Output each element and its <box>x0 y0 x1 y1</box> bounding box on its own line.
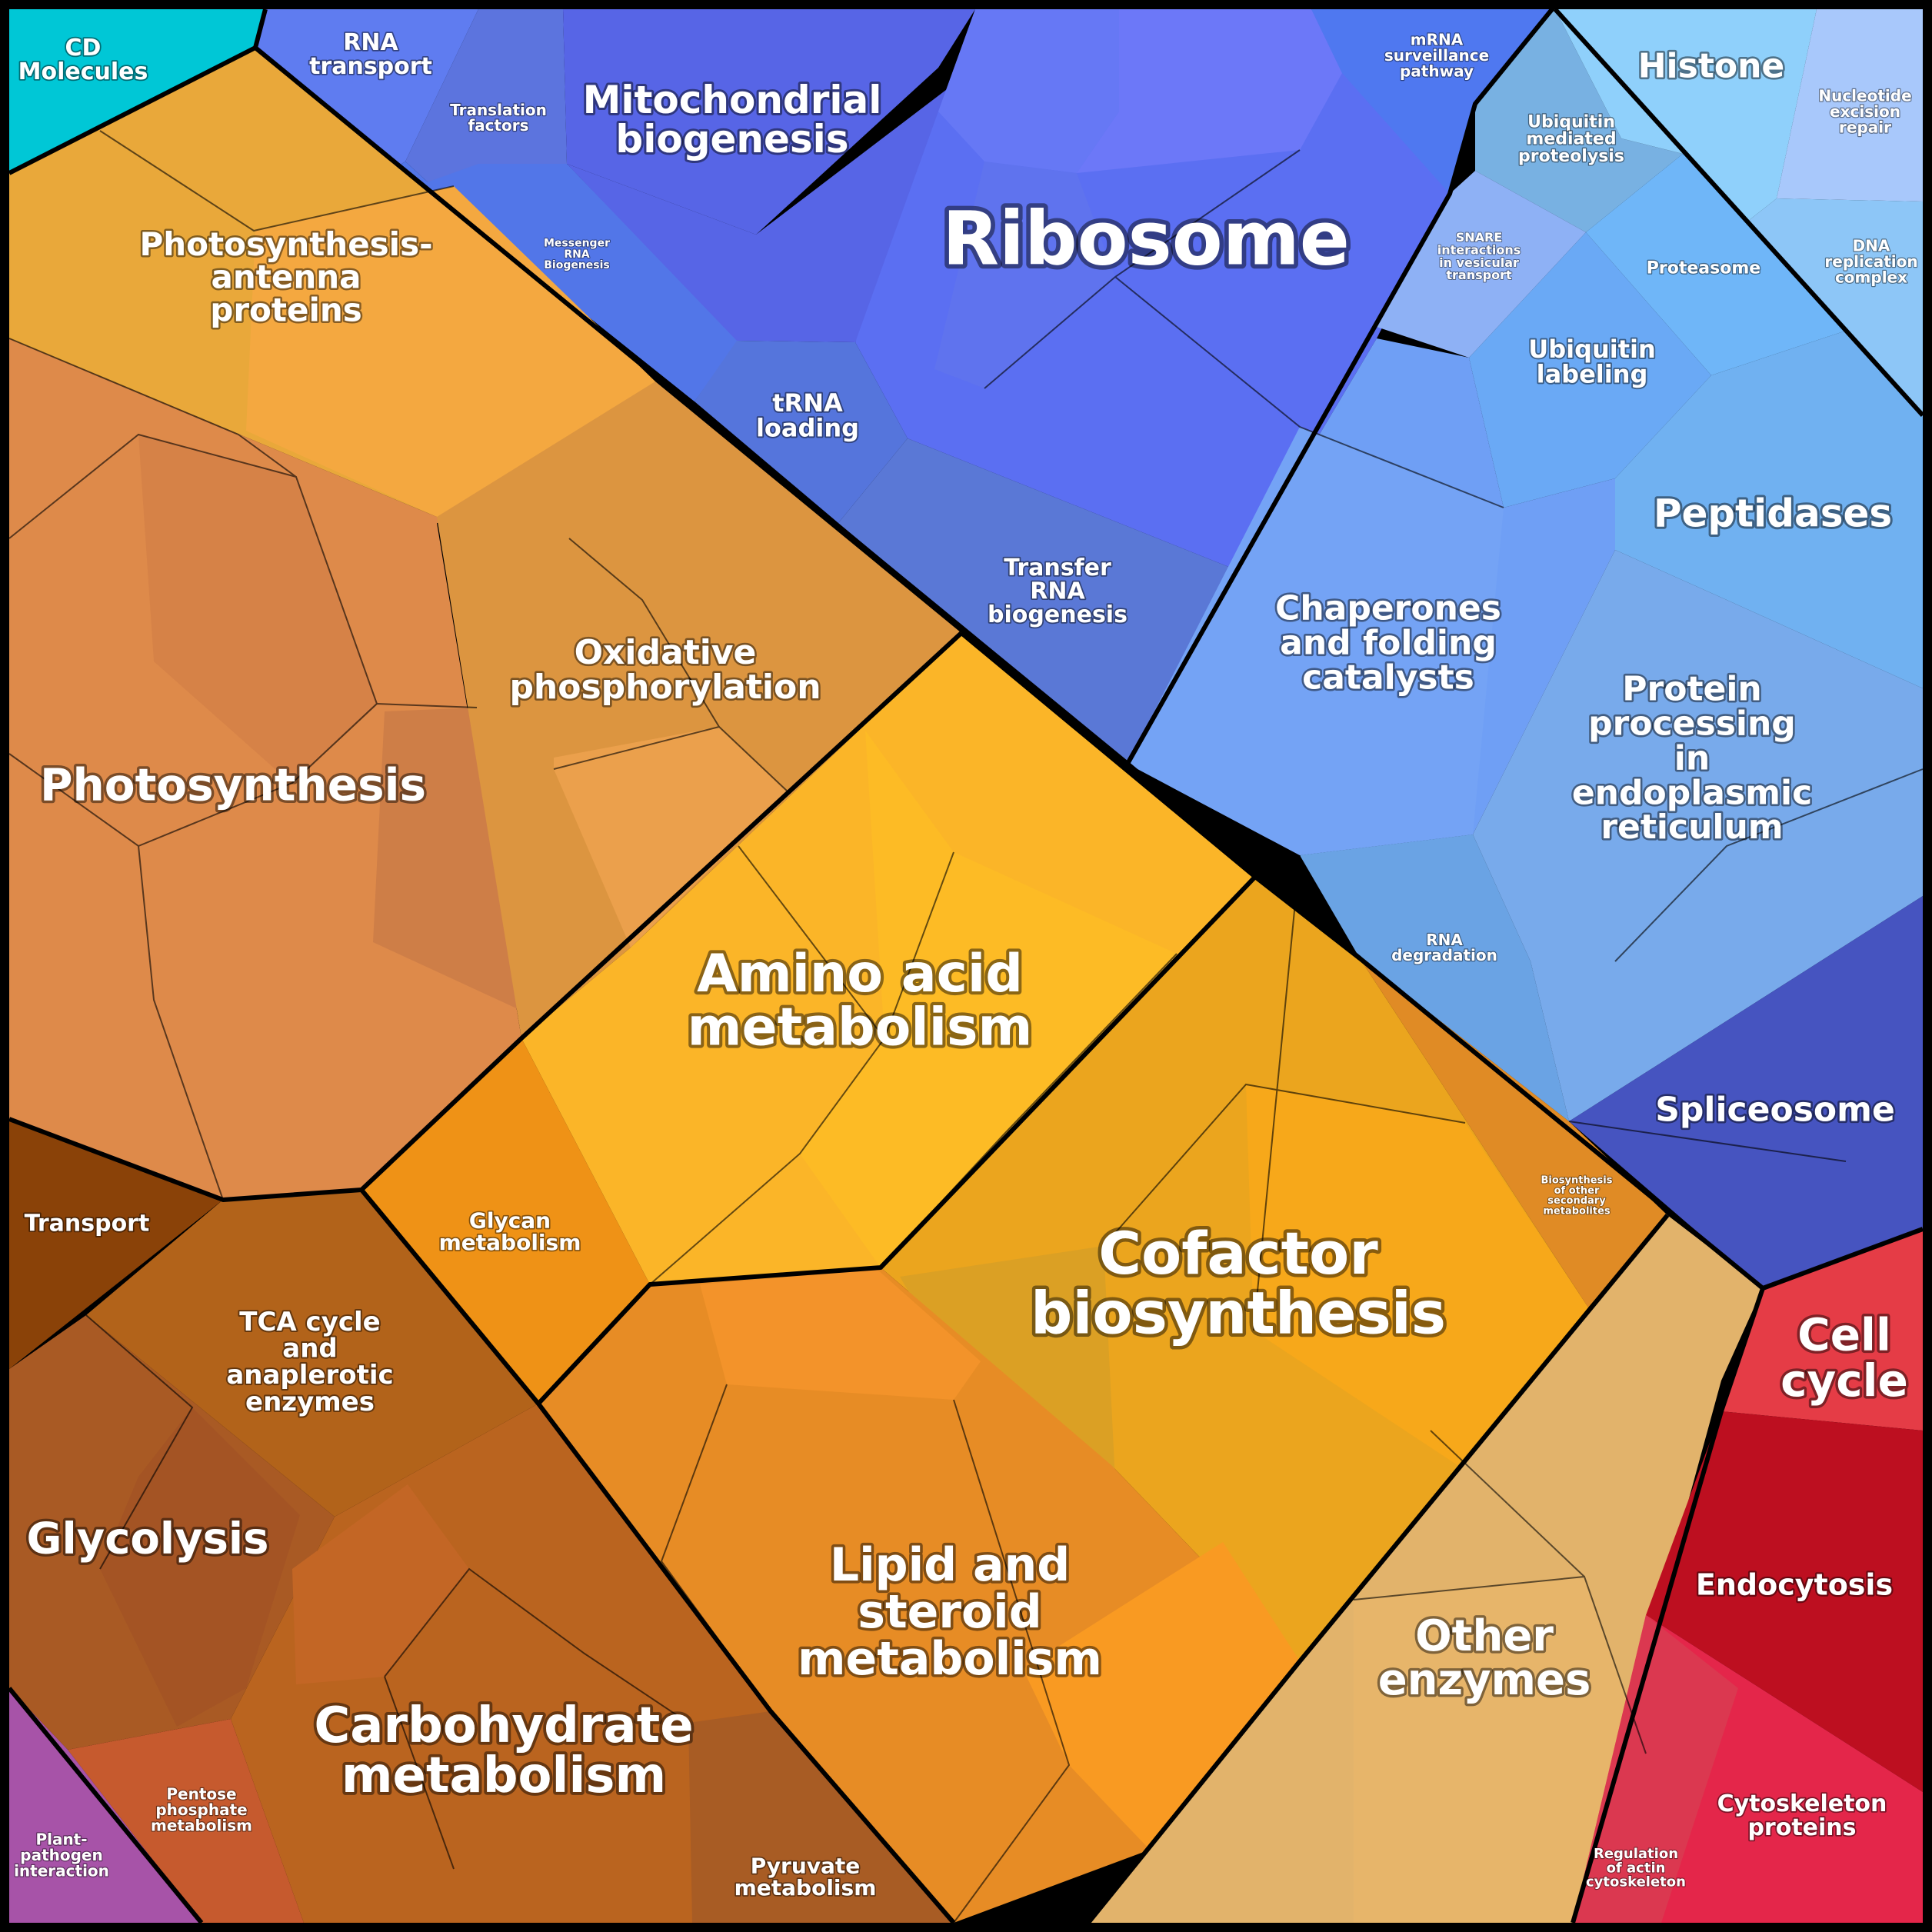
label-trna-loading: tRNA loading <box>756 388 859 443</box>
cell-endocytosis <box>1646 1411 1923 1792</box>
label-cd-molecules: CD Molecules <box>18 35 148 85</box>
cell-er-processing <box>1473 550 1923 1121</box>
label-carbohydrate: Carbohydrate metabolism <box>314 1697 693 1804</box>
cell-ribosome-c <box>1077 9 1342 173</box>
label-ubiquitin-labeling: Ubiquitin labeling <box>1528 335 1656 389</box>
cell-pyruvate <box>688 1711 954 1923</box>
cell-mrna-surveillance <box>1311 9 1552 194</box>
label-plant-pathogen: Plant-pathogen interaction <box>14 1830 109 1880</box>
cell-chaperones-b <box>1128 427 1504 855</box>
label-secondary-metabolites: Biosynthesis of other secondary metabolites <box>1541 1175 1613 1217</box>
label-messenger-rna: Messenger RNA Biogenesis <box>544 238 610 272</box>
cell-labels: Ribosome Mitochondrial biogenesis RNA transp… <box>13 28 1919 1901</box>
label-mito: Mitochondrial biogenesis <box>583 78 882 162</box>
label-rna-degradation: RNA degradation <box>1391 931 1497 964</box>
label-photosynthesis: Photosynthesis <box>40 758 426 811</box>
label-endocytosis: Endocytosis <box>1696 1567 1893 1601</box>
cell-cd-molecules <box>9 9 265 173</box>
cell-ribosome-b <box>938 9 1119 173</box>
cell-ubiquitin-labeling <box>1469 232 1711 508</box>
label-cytoskeleton: Cytoskeleton proteins <box>1717 1790 1887 1841</box>
label-snare: SNARE interactions in vesicular transport <box>1437 230 1521 282</box>
label-histone: Histone <box>1638 46 1785 85</box>
cell-proteasome <box>1586 154 1846 375</box>
label-lipid: Lipid and steroid metabolism <box>798 1538 1102 1686</box>
cell-oxphos <box>437 381 961 1038</box>
label-actin: Regulation of actin cytoskeleton <box>1586 1846 1686 1890</box>
label-pyruvate: Pyruvate metabolism <box>734 1854 877 1901</box>
label-transport: Transport <box>25 1211 150 1237</box>
label-pentose: Pentose phosphate metabolism <box>151 1785 252 1835</box>
cell-cofactor <box>881 877 1588 1661</box>
cell-other-enzymes-b <box>1354 1577 1646 1923</box>
cell-cofactor-b <box>1246 1084 1588 1465</box>
cell-transfer-rna <box>838 438 1238 764</box>
cell-trna-loading <box>695 341 908 523</box>
cell-histone <box>1555 9 1817 222</box>
cell-peptidases <box>1615 331 1923 688</box>
label-rna-transport: RNA transport <box>309 29 432 80</box>
label-dna-replication: DNA replication complex <box>1824 237 1917 287</box>
cell-amino-acid-b <box>800 731 1177 1267</box>
cell-actin <box>1573 1615 1738 1923</box>
label-er-processing: Protein processing in endoplasmic reticulum <box>1572 670 1812 848</box>
cell-photosynthesis-b <box>138 435 377 783</box>
cell-group-protein-fate <box>1128 9 1923 1288</box>
cell-snare <box>1377 171 1586 358</box>
cell-cofactor-c <box>900 1246 1115 1481</box>
cell-nucleotide-excision <box>1777 9 1923 202</box>
label-translation-factors: Translation factors <box>450 101 547 135</box>
cell-mito-biogenesis-b <box>567 68 975 342</box>
label-tca: TCA cycle and anaplerotic enzymes <box>226 1307 393 1417</box>
cell-tca <box>86 1190 538 1517</box>
label-glycolysis: Glycolysis <box>27 1514 269 1564</box>
label-cofactor: Cofactor biosynthesis <box>1031 1219 1446 1347</box>
cell-glycan <box>361 1038 650 1404</box>
cell-carbohydrate-b <box>292 1484 469 1684</box>
label-proteasome: Proteasome <box>1647 259 1760 278</box>
label-glycan: Glycan metabolism <box>439 1208 581 1256</box>
label-mrna-surveillance: mRNA surveillance pathway <box>1384 31 1489 81</box>
cell-cell-cycle <box>1721 1229 1923 1431</box>
cell-rna-degradation <box>1300 834 1569 1121</box>
label-amino-acid: Amino acid metabolism <box>688 944 1033 1058</box>
label-cell-cycle: Cell cycle <box>1780 1309 1908 1407</box>
label-oxphos: Oxidative phosphorylation <box>509 633 821 707</box>
label-other-enzymes: Other enzymes <box>1378 1611 1591 1705</box>
label-chaperones: Chaperones and folding catalysts <box>1275 589 1501 698</box>
cell-photosynthesis <box>9 338 521 1200</box>
label-ribosome: Ribosome <box>942 196 1350 282</box>
cell-lipid-b <box>700 1269 981 1400</box>
label-nucleotide-excision: Nucleotide excision repair <box>1818 87 1911 137</box>
label-transfer-rna: Transfer RNA biogenesis <box>988 555 1128 628</box>
cell-glycolysis-b <box>100 1407 300 1727</box>
cell-dna-replication <box>1747 198 1923 415</box>
cell-mito-biogenesis <box>563 9 975 235</box>
label-peptidases: Peptidases <box>1654 491 1892 536</box>
cell-photo-antenna-b <box>246 186 655 517</box>
cell-spliceosome <box>1569 896 1923 1288</box>
label-spliceosome: Spliceosome <box>1655 1090 1895 1129</box>
label-ubiquitin-proteolysis: Ubiquitin mediated proteolysis <box>1518 112 1624 166</box>
cell-secondary-metabolites <box>1360 958 1667 1307</box>
cell-group-metabolism <box>9 48 1763 1923</box>
cell-group-cellular-processes <box>1573 1229 1923 1923</box>
label-photo-antenna: Photosynthesis-antenna proteins <box>139 225 432 329</box>
cell-pentose <box>68 1719 304 1923</box>
cell-oxphos-b <box>554 727 788 948</box>
cell-boundaries <box>8 130 1924 1924</box>
cell-ubiquitin-proteolysis <box>1475 9 1683 232</box>
cell-lipid-c <box>1023 1542 1300 1850</box>
cell-ribosome-d <box>934 162 1115 388</box>
